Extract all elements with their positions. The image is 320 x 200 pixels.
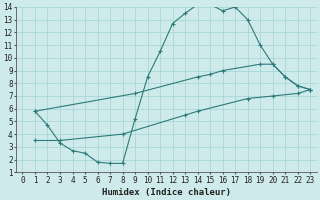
X-axis label: Humidex (Indice chaleur): Humidex (Indice chaleur) (102, 188, 231, 197)
